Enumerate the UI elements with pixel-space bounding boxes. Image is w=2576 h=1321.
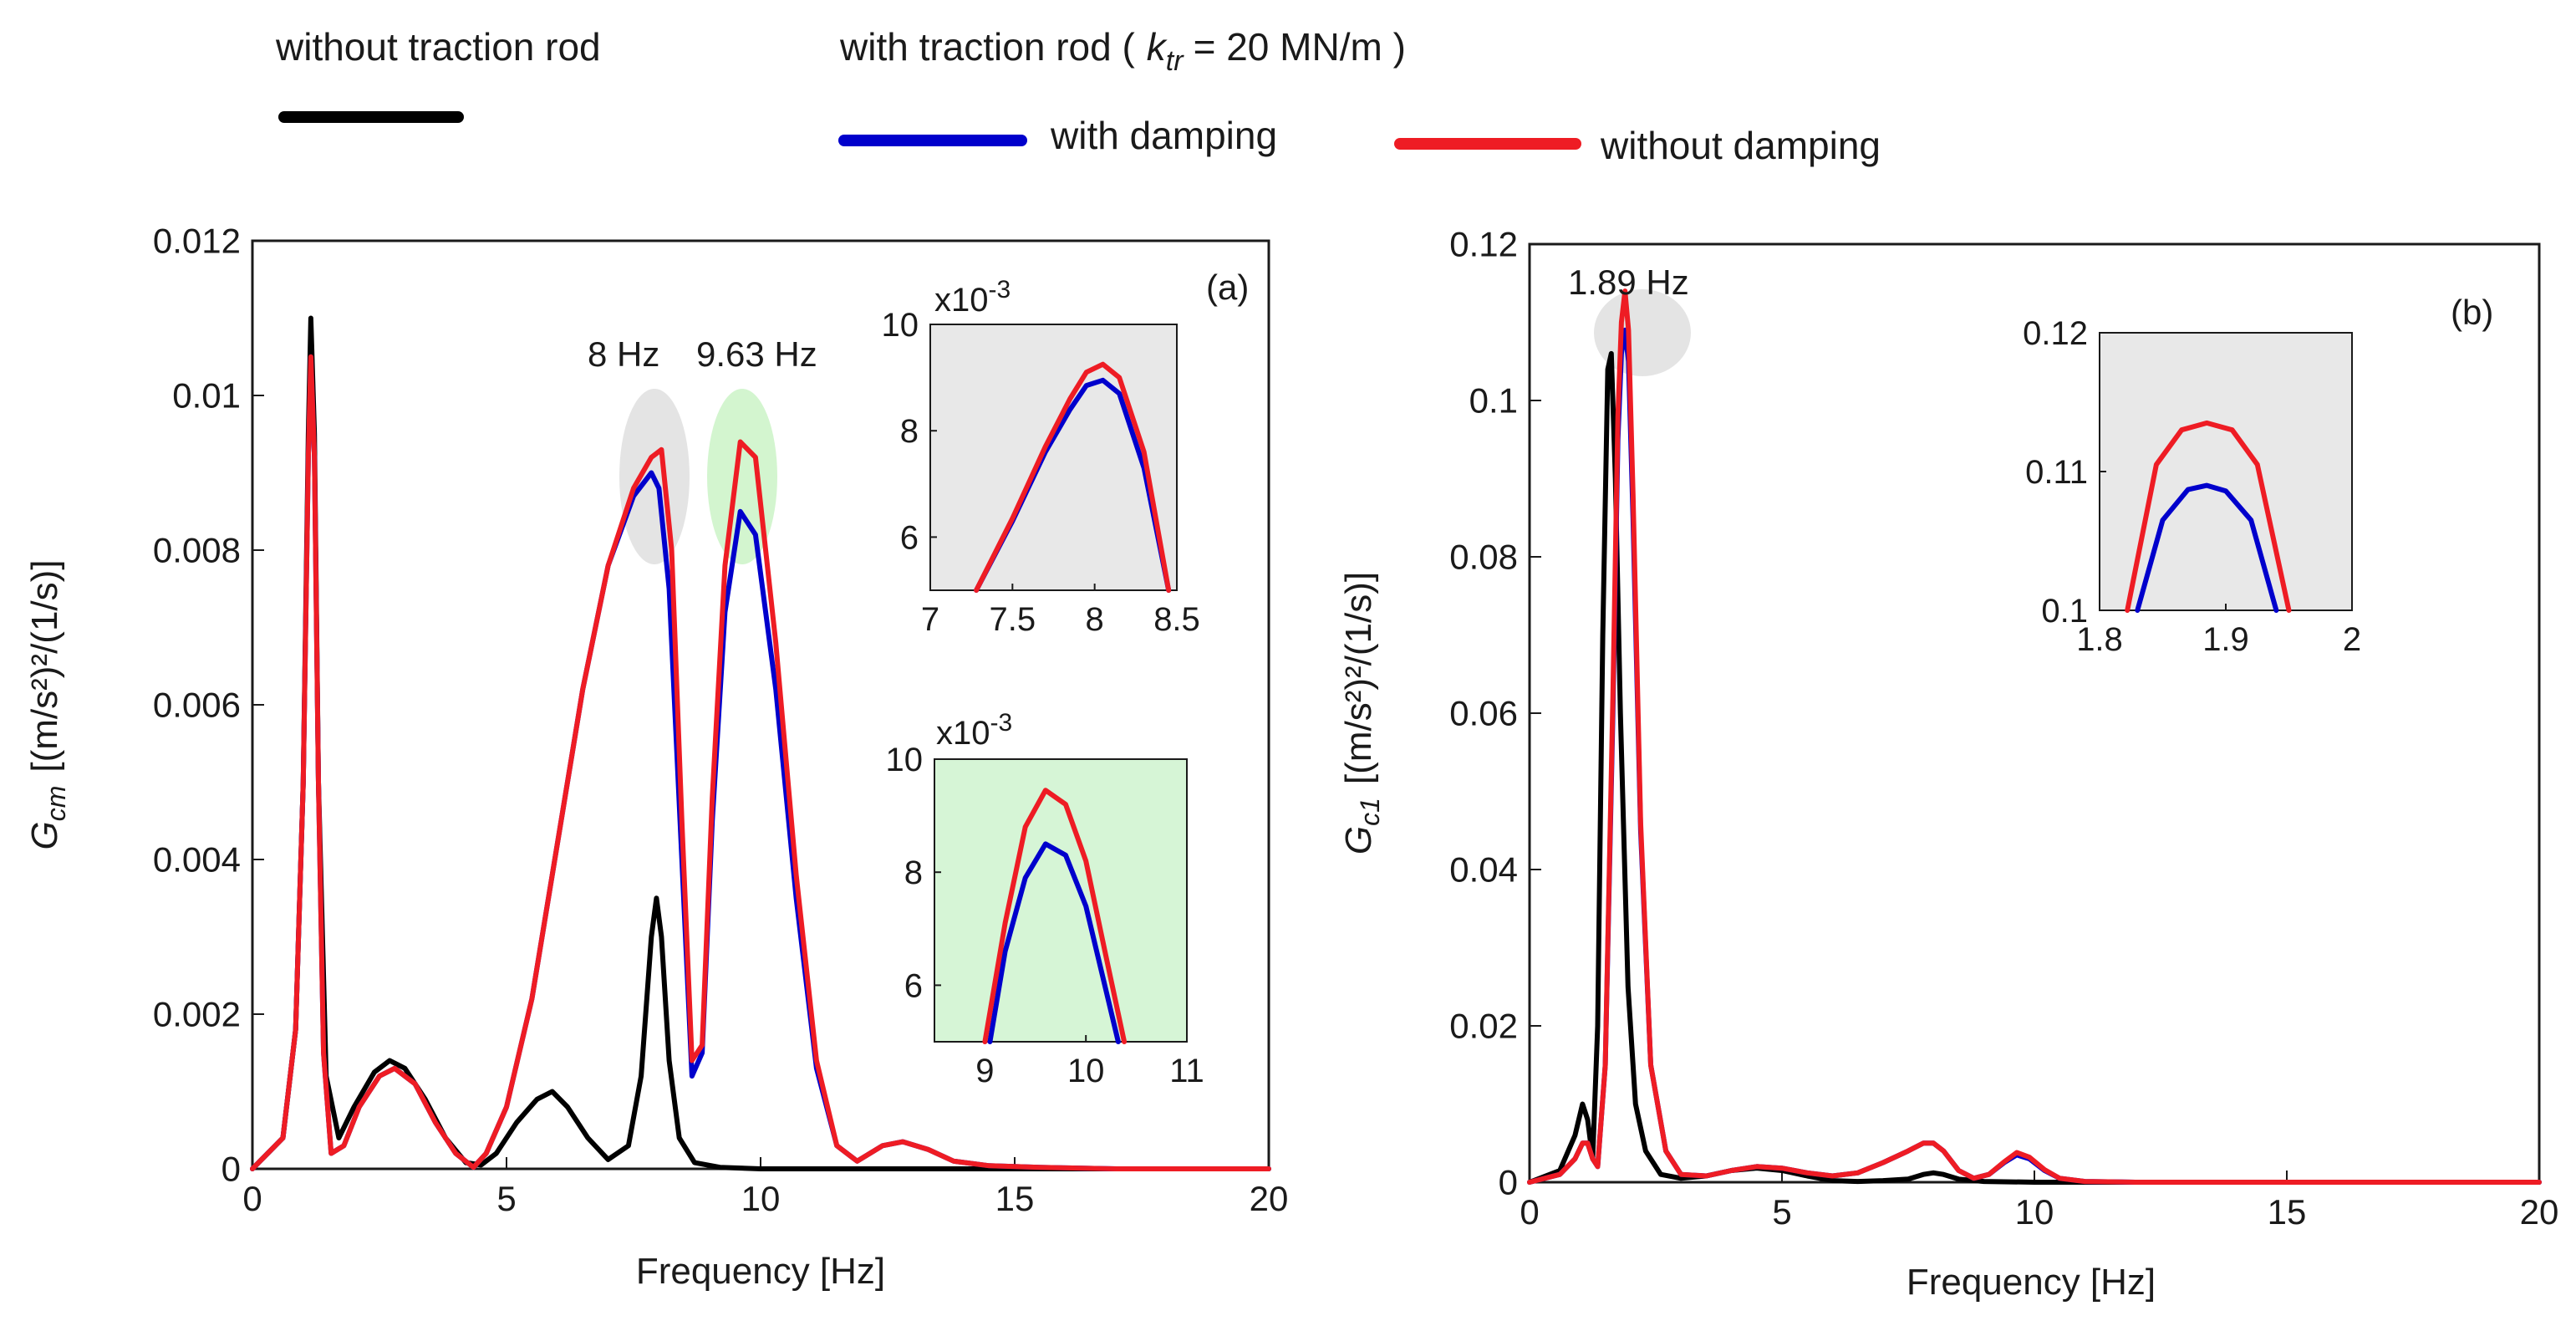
panel-b-xtick-label: 5 (1772, 1192, 1791, 1232)
inset-b-series-with-damping (2135, 482, 2279, 613)
panel-b-series-without-damping (1527, 288, 2542, 1185)
inset-green-series-with-damping (987, 841, 1121, 1044)
legend-with-rod-label: with traction rod (ktr = 20 MN/m ) (839, 25, 1406, 77)
panel-a-ytick-label: 0.002 (153, 995, 241, 1034)
panel-a-xtick-label: 20 (1250, 1179, 1289, 1218)
inset-gray-ticks: 7 7.5 8 8.5 6 8 10 (882, 307, 1200, 638)
inset-gray-xtick-label: 7 (921, 601, 939, 638)
panel-a-ytick-label: 0.004 (153, 840, 241, 880)
panel-b-ylabel: Gc1[(m/s²)²/(1/s)] (1338, 572, 1385, 854)
legend-with-damping-label: with damping (1050, 114, 1277, 157)
panel-b-ytick-label: 0 (1499, 1163, 1518, 1202)
inset-green-series-without-damping (982, 788, 1128, 1044)
inset-green-frame (934, 758, 1188, 1043)
panel-b-ytick-label: 0.12 (1449, 225, 1518, 264)
panel-a-ytick-label: 0.006 (153, 686, 241, 725)
panel-b-xtick-label: 20 (2520, 1192, 2559, 1232)
inset-b-ticks: 1.8 1.9 2 0.1 0.11 0.12 (2023, 315, 2361, 658)
inset-green-xtick-label: 11 (1169, 1053, 1204, 1089)
panel-b-ytick-label: 0.04 (1449, 850, 1518, 890)
panel-a-ytick-label: 0 (221, 1150, 241, 1189)
inset-green-lines (982, 788, 1128, 1044)
legend-without-damping-label: without damping (1600, 124, 1881, 167)
panel-a: 0 5 10 15 20 0 0.002 0.004 0.006 0.008 0.01 0.012 (… (24, 222, 1288, 1292)
inset-gray-xtick-label: 8 (1086, 601, 1104, 638)
inset-gray-series-without-damping (974, 361, 1172, 593)
inset-green-ytick-label: 8 (904, 854, 923, 891)
inset-gray-ytick-label: 8 (900, 413, 919, 450)
panel-b-frame (1528, 242, 2541, 1184)
inset-b-ytick-label: 0.1 (2041, 593, 2088, 630)
inset-green-exponent: x10-3 (936, 709, 1012, 752)
panel-b-xlabel: Frequency [Hz] (1907, 1262, 2156, 1303)
panel-a-xtick-label: 5 (496, 1179, 516, 1218)
inset-gray-xtick-label: 8.5 (1153, 601, 1200, 638)
panel-b-ytick-label: 0.02 (1449, 1007, 1518, 1046)
inset-gray-frame (929, 324, 1178, 591)
legend: without traction rod with traction rod (… (275, 25, 1881, 167)
inset-b-xtick-label: 1.9 (2202, 621, 2249, 658)
panel-a-label: (a) (1206, 268, 1249, 307)
annotation-8hz: 8 Hz (588, 334, 659, 374)
panel-b-ytick-label: 0.1 (1469, 381, 1518, 421)
inset-b-lines (2125, 420, 2292, 613)
panel-a-xtick-label: 10 (741, 1179, 781, 1218)
panel-a-xtick-label: 0 (242, 1179, 262, 1218)
inset-b-frame (2099, 332, 2353, 611)
panel-b-xtick-label: 15 (2268, 1192, 2307, 1232)
panel-a-ticks: 0 5 10 15 20 0 0.002 0.004 0.006 0.008 0.01 0.012 (153, 222, 1288, 1218)
panel-b-ytick-label: 0.06 (1449, 694, 1518, 733)
inset-gray-exponent: x10-3 (934, 276, 1011, 319)
panel-a-ytick-label: 0.01 (172, 376, 241, 416)
panel-a-ylabel: Gcm[(m/s²)²/(1/s)] (24, 559, 71, 849)
panel-b-xtick-label: 0 (1520, 1192, 1539, 1232)
panel-b-label: (b) (2451, 293, 2493, 332)
inset-b-xtick-label: 1.8 (2076, 621, 2123, 658)
panel-a-series-without-damping (250, 354, 1271, 1171)
inset-b-series-without-damping (2125, 420, 2292, 613)
legend-without-rod-label: without traction rod (275, 25, 601, 69)
panel-a-ytick-label: 0.012 (153, 222, 241, 261)
inset-gray-ytick-label: 6 (900, 519, 919, 556)
highlight-963hz (707, 389, 777, 564)
inset-gray-ytick-label: 10 (882, 307, 919, 344)
annotation-963hz: 9.63 Hz (696, 334, 817, 374)
panel-b-lines (1527, 288, 2542, 1185)
panel-b-ytick-label: 0.08 (1449, 538, 1518, 577)
inset-gray-lines (974, 361, 1172, 593)
inset-green-ytick-label: 10 (886, 742, 924, 778)
inset-b-ytick-label: 0.11 (2025, 454, 2088, 491)
inset-green-xtick-label: 9 (975, 1053, 994, 1089)
panel-a-xtick-label: 15 (995, 1179, 1035, 1218)
inset-green-ticks: 9 10 11 6 8 10 (886, 742, 1204, 1089)
inset-b-xtick-label: 2 (2343, 621, 2361, 658)
inset-green-ytick-label: 6 (904, 967, 923, 1004)
panel-a-lines (250, 315, 1271, 1171)
panel-a-xlabel: Frequency [Hz] (636, 1251, 885, 1292)
inset-b-ytick-label: 0.12 (2023, 315, 2088, 352)
inset-gray-xtick-label: 7.5 (990, 601, 1036, 638)
annotation-189hz: 1.89 Hz (1568, 263, 1689, 302)
inset-green-xtick-label: 10 (1067, 1053, 1105, 1089)
panel-a-ytick-label: 0.008 (153, 531, 241, 570)
panel-b-xtick-label: 10 (2015, 1192, 2054, 1232)
